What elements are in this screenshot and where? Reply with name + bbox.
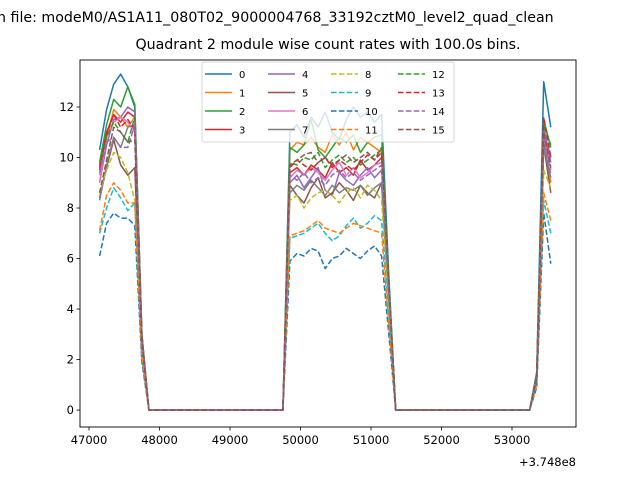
suptitle: n file: modeM0/AS1A11_080T02_9000004768_… (0, 10, 554, 26)
x-tick-label: 51000 (353, 433, 390, 447)
x-tick-label: 52000 (423, 433, 460, 447)
series-line-13 (98, 113, 552, 411)
legend-label-6: 6 (302, 107, 308, 118)
legend-label-9: 9 (365, 89, 371, 100)
series-line-14 (98, 123, 552, 411)
legend-label-11: 11 (365, 126, 378, 137)
plot-frame (79, 59, 577, 428)
legend-label-10: 10 (365, 107, 378, 118)
series-line-12 (98, 116, 552, 411)
x-tick-label: 50000 (282, 433, 319, 447)
x-tick-label: 49000 (212, 433, 249, 447)
x-tick-label: 53000 (494, 433, 531, 447)
legend-label-2: 2 (239, 107, 245, 118)
y-tick-label: 12 (59, 100, 74, 114)
legend-label-1: 1 (239, 89, 245, 100)
y-tick-label: 8 (67, 201, 74, 215)
y-tick-label: 4 (67, 302, 74, 316)
y-tick-label: 0 (67, 403, 74, 417)
x-tick-label: 47000 (71, 433, 108, 447)
y-tick-label: 6 (67, 252, 74, 266)
series-line-15 (98, 126, 552, 411)
series-line-8 (98, 151, 552, 411)
y-tick-label: 10 (59, 150, 74, 164)
legend-label-7: 7 (302, 126, 308, 137)
y-tick-label: 2 (67, 353, 74, 367)
x-tick-label: 48000 (141, 433, 178, 447)
series-line-1 (98, 108, 552, 411)
legend-label-14: 14 (432, 107, 445, 118)
series-line-10 (98, 212, 552, 411)
chart-title: Quadrant 2 module wise count rates with … (135, 37, 520, 53)
legend-box (201, 61, 455, 143)
legend-label-15: 15 (432, 126, 445, 137)
legend-label-13: 13 (432, 89, 445, 100)
legend-label-0: 0 (239, 70, 245, 81)
legend-label-4: 4 (302, 70, 308, 81)
legend-label-8: 8 (365, 70, 371, 81)
legend-label-12: 12 (432, 70, 445, 81)
series-line-11 (98, 182, 552, 411)
series-line-9 (98, 187, 552, 411)
legend-label-3: 3 (239, 126, 245, 137)
series-line-6 (98, 116, 552, 411)
x-offset-label: +3.748e8 (519, 455, 576, 469)
legend-label-5: 5 (302, 89, 308, 100)
